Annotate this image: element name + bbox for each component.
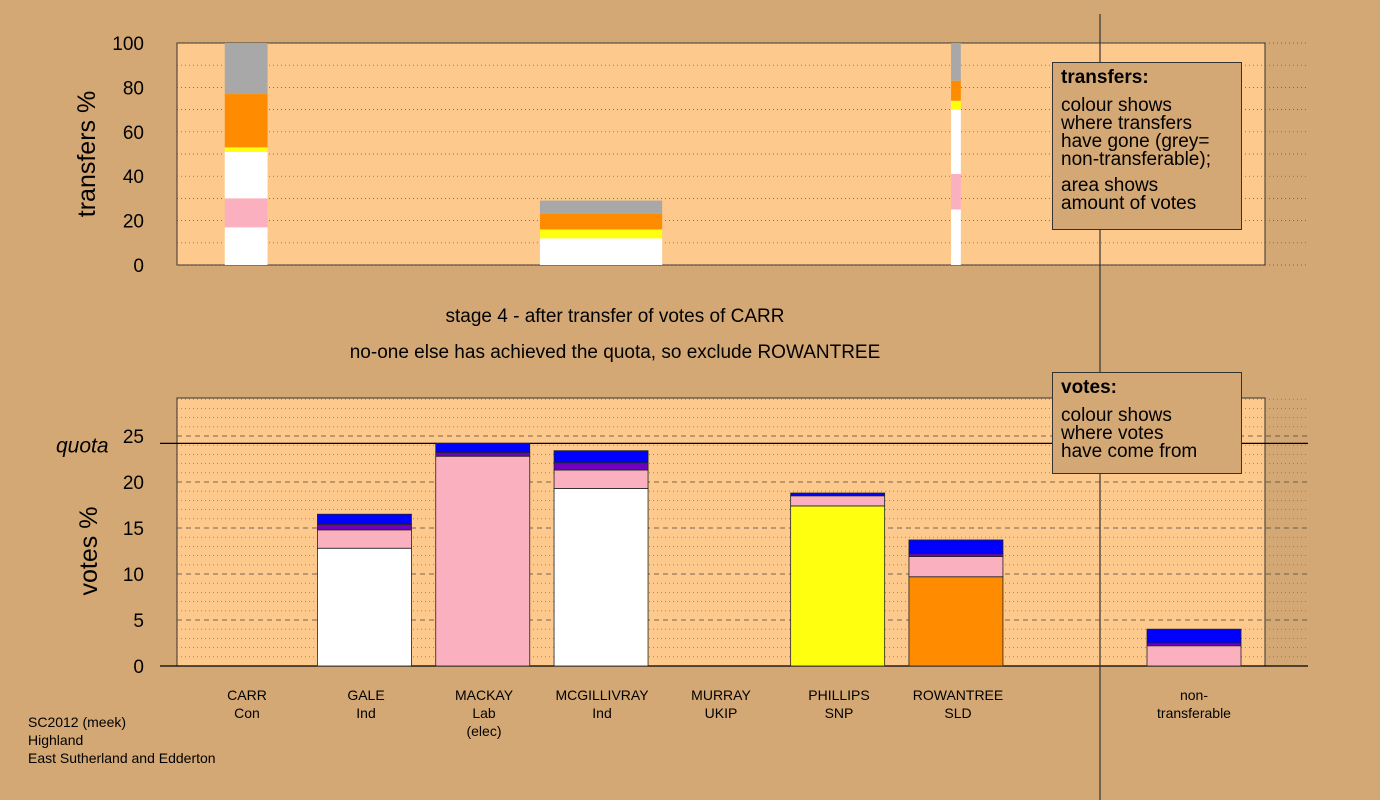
- votes-bar-segment: [908, 576, 1004, 667]
- source-credit: SC2012 (meek) Highland East Sutherland a…: [28, 713, 216, 767]
- transfers-bar-segment: [224, 43, 268, 95]
- transfers-bar-segment: [951, 100, 961, 110]
- candidate-party: Ind: [356, 705, 376, 721]
- candidate-party: Lab: [472, 705, 496, 721]
- votes-bar-segment: [908, 556, 1004, 578]
- candidate-name: CARR: [227, 687, 267, 703]
- transfers-legend-line: colour shows: [1061, 95, 1172, 116]
- candidate-label-carr: CARR Con: [187, 686, 307, 722]
- votes-bar-segment: [908, 539, 1004, 555]
- candidate-party: UKIP: [704, 705, 738, 721]
- candidate-name: PHILLIPS: [808, 687, 870, 703]
- candidate-label-mackay: MACKAY Lab (elec): [424, 686, 544, 740]
- transfers-y-tick: 0: [133, 256, 144, 277]
- transfers-bar-segment: [951, 80, 961, 101]
- decision-caption: no-one else has achieved the quota, so e…: [349, 342, 881, 363]
- candidate-label-phillips: PHILLIPS SNP: [779, 686, 899, 722]
- votes-legend-line: where votes: [1061, 423, 1164, 444]
- candidate-party: Con: [234, 705, 260, 721]
- candidate-name: non-: [1179, 687, 1209, 703]
- transfers-legend-title: transfers:: [1061, 67, 1149, 88]
- transfers-bar-segment: [539, 213, 663, 230]
- votes-legend-line: have come from: [1061, 441, 1198, 462]
- votes-bar-segment: [908, 553, 1004, 557]
- quota-label: quota: [56, 434, 109, 457]
- transfers-y-axis-label: transfers %: [73, 91, 101, 217]
- transfers-y-tick: 80: [123, 78, 144, 99]
- candidate-party: transferable: [1157, 705, 1231, 721]
- votes-y-tick: 5: [133, 611, 144, 632]
- transfers-bar-segment: [224, 151, 268, 199]
- candidate-label-rowantree: ROWANTREE SLD: [898, 686, 1018, 722]
- transfers-bar-segment: [951, 209, 961, 265]
- transfers-legend-line: where transfers: [1061, 113, 1192, 134]
- transfers-y-tick: 20: [123, 212, 144, 233]
- votes-y-tick: 0: [133, 657, 144, 678]
- candidate-name: MURRAY: [691, 687, 751, 703]
- candidate-label-gale: GALE Ind: [306, 686, 426, 722]
- votes-y-tick: 15: [123, 519, 144, 540]
- transfers-bar-segment: [539, 229, 663, 239]
- credit-line: SC2012 (meek): [28, 714, 127, 730]
- transfers-bar-segment: [539, 238, 663, 265]
- votes-bar-segment: [317, 547, 412, 667]
- votes-y-tick: 20: [123, 473, 144, 494]
- candidate-name: MCGILLIVRAY: [555, 687, 649, 703]
- transfers-legend-line: have gone (grey=: [1061, 131, 1210, 152]
- transfers-bar-segment: [224, 227, 268, 265]
- transfers-bar-segment: [224, 198, 268, 228]
- transfers-legend: transfers: colour shows where transfers …: [1052, 62, 1242, 230]
- votes-bar-segment: [553, 462, 649, 471]
- votes-legend-title: votes:: [1061, 377, 1117, 398]
- credit-line: East Sutherland and Edderton: [28, 750, 216, 766]
- transfers-bar-segment: [951, 109, 961, 174]
- credit-line: Highland: [28, 732, 84, 748]
- candidate-party: SLD: [944, 705, 972, 721]
- votes-bar-segment: [553, 450, 649, 464]
- transfers-y-tick: 60: [123, 123, 144, 144]
- votes-y-tick: 25: [123, 427, 144, 448]
- transfers-legend-line: non-transferable);: [1061, 149, 1211, 170]
- transfers-y-tick: 40: [123, 167, 144, 188]
- transfers-legend-line: area shows: [1061, 175, 1159, 196]
- votes-bar-segment: [790, 492, 886, 497]
- transfers-y-tick: 100: [112, 34, 144, 55]
- candidate-party: SNP: [824, 705, 854, 721]
- votes-bar-segment: [553, 488, 649, 667]
- votes-legend-line: colour shows: [1061, 405, 1172, 426]
- votes-bar-segment: [790, 505, 886, 667]
- transfers-legend-line: amount of votes: [1061, 193, 1197, 214]
- votes-legend: votes: colour shows where votes have com…: [1052, 372, 1242, 474]
- transfers-bar-segment: [951, 173, 961, 210]
- candidate-name: MACKAY: [454, 687, 514, 703]
- transfers-bar-segment: [951, 43, 961, 81]
- transfers-bar-segment: [539, 200, 663, 214]
- votes-bar-segment: [790, 495, 886, 507]
- candidate-name: ROWANTREE: [912, 687, 1004, 703]
- stage-caption: stage 4 - after transfer of votes of CAR…: [445, 306, 785, 327]
- votes-bar-segment: [1146, 645, 1242, 667]
- votes-bar-segment: [553, 469, 649, 489]
- votes-bar-segment: [317, 529, 412, 549]
- votes-bar-segment: [435, 452, 531, 457]
- votes-bar-segment: [317, 513, 412, 525]
- votes-bar-segment: [317, 523, 412, 531]
- candidate-party: Ind: [592, 705, 612, 721]
- candidate-label-murray: MURRAY UKIP: [661, 686, 781, 722]
- candidate-name: GALE: [347, 687, 385, 703]
- votes-bar-segment: [1146, 628, 1242, 644]
- transfers-bar-segment: [224, 94, 268, 148]
- votes-bar-segment: [435, 455, 531, 667]
- candidate-label-non-transferable: non- transferable: [1134, 686, 1254, 722]
- votes-y-tick: 10: [123, 565, 144, 586]
- candidate-note: (elec): [466, 723, 502, 739]
- candidate-label-mcgillivray: MCGILLIVRAY Ind: [542, 686, 662, 722]
- transfers-bar-segment: [224, 147, 268, 152]
- votes-bar-segment: [1146, 642, 1242, 647]
- votes-bar-segment: [435, 442, 531, 453]
- votes-y-axis-label: votes %: [75, 507, 103, 596]
